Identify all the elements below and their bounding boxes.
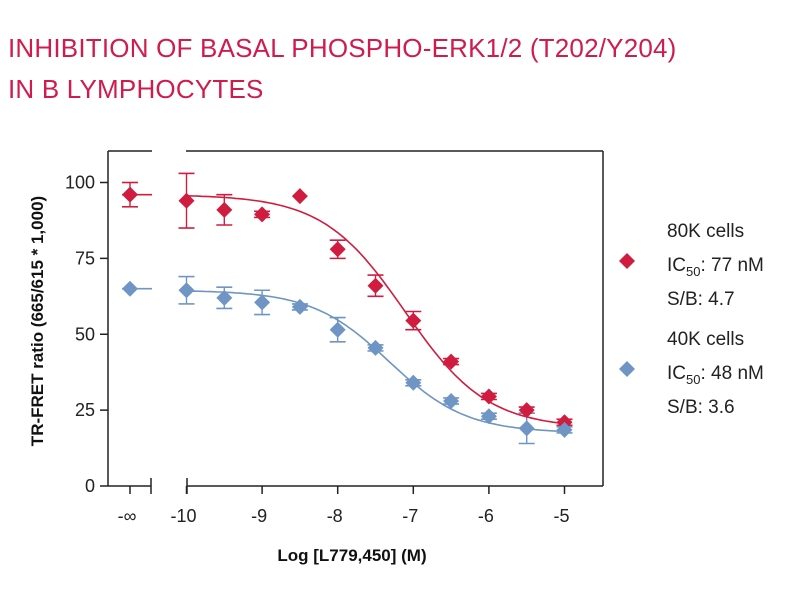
data-point-series-1: [405, 312, 422, 329]
x-tick-label: -∞: [118, 506, 137, 526]
legend-ic50-subscript: 50: [686, 372, 700, 387]
data-point-series-2: [443, 393, 460, 410]
data-point-series-1: [178, 192, 195, 209]
x-tick-label: -9: [251, 506, 267, 526]
data-point-series-2: [122, 280, 138, 297]
data-points: [122, 186, 573, 438]
x-tick-label: -7: [402, 506, 418, 526]
x-tick-label: -10: [170, 506, 196, 526]
error-bars: [122, 172, 573, 445]
y-tick-label: 50: [75, 324, 95, 344]
y-tick-label: 25: [75, 400, 95, 420]
legend-series-name: 80K cells: [667, 221, 744, 242]
chart-title-line-2: IN B LYMPHOCYTES: [8, 74, 264, 104]
data-point-series-1: [367, 277, 384, 294]
data-point-series-1: [254, 206, 271, 223]
chart-title: INHIBITION OF BASAL PHOSPHO-ERK1/2 (T202…: [8, 28, 798, 110]
data-point-series-2: [329, 321, 346, 338]
y-tick-label: 100: [65, 173, 95, 193]
y-axis-label: TR-FRET ratio (665/615 * 1,000): [28, 196, 47, 446]
legend-series-name: 40K cells: [667, 329, 744, 350]
data-point-series-2: [291, 298, 308, 315]
fit-curves: [122, 193, 565, 433]
data-point-series-2: [178, 282, 195, 299]
x-tick-label: -8: [327, 506, 343, 526]
fit-curve-series-1: [186, 195, 565, 425]
data-point-series-2: [367, 339, 384, 356]
data-point-series-1: [216, 201, 233, 218]
data-point-series-2: [254, 294, 271, 311]
legend-marker-series-2: [619, 361, 635, 377]
data-point-series-1: [122, 186, 138, 203]
legend-ic50-value: : 48 nM: [700, 363, 763, 384]
x-axis-label: Log [L779,450] (M): [277, 546, 426, 565]
data-point-series-1: [443, 353, 460, 370]
legend-ic50-subscript: 50: [686, 264, 700, 279]
x-tick-label: -5: [553, 506, 569, 526]
data-point-series-1: [291, 188, 308, 205]
y-tick-label: 0: [85, 476, 95, 496]
legend-ic50-value: : 77 nM: [700, 255, 763, 276]
legend-ic50: IC50: 77 nM: [667, 255, 764, 279]
legend-marker-series-1: [619, 253, 635, 269]
top-border-break: [152, 149, 186, 153]
legend-signal-background: S/B: 3.6: [667, 397, 735, 418]
data-point-series-2: [480, 408, 497, 425]
data-point-series-1: [518, 402, 535, 419]
axis-ticks: 0 25 50 75 100 -∞ -10 -9 -8 -7 -6 -5: [65, 173, 570, 527]
chart-title-line-1: INHIBITION OF BASAL PHOSPHO-ERK1/2 (T202…: [8, 33, 677, 63]
legend-ic50-prefix: IC: [667, 255, 686, 276]
data-point-series-1: [329, 241, 346, 258]
data-point-series-2: [556, 421, 573, 438]
data-point-series-2: [518, 420, 535, 437]
y-tick-label: 75: [75, 248, 95, 268]
x-tick-label: -6: [478, 506, 494, 526]
data-point-series-1: [480, 388, 497, 405]
data-point-series-2: [405, 374, 422, 391]
legend-ic50-prefix: IC: [667, 363, 686, 384]
legend-signal-background: S/B: 4.7: [667, 289, 735, 310]
data-point-series-2: [216, 289, 233, 306]
legend-ic50: IC50: 48 nM: [667, 363, 764, 387]
